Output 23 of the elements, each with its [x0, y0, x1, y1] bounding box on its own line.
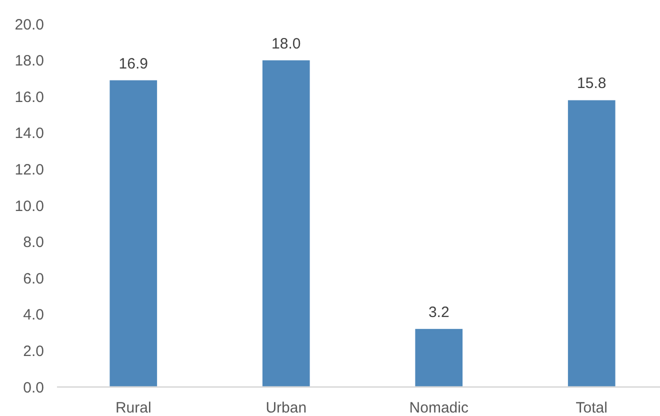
y-tick-label: 10.0	[14, 198, 44, 215]
data-label: 3.2	[428, 304, 450, 321]
bar	[262, 60, 310, 387]
y-tick-label: 16.0	[14, 88, 44, 106]
y-tick-label: 2.0	[23, 342, 44, 360]
y-tick-label: 12.0	[14, 161, 44, 178]
data-label: 15.8	[577, 75, 606, 92]
data-label: 18.0	[272, 35, 301, 52]
bar	[415, 328, 463, 387]
bar	[110, 80, 158, 387]
data-label: 16.9	[118, 55, 148, 72]
y-tick-label: 14.0	[14, 125, 44, 142]
y-tick-label: 0.0	[23, 379, 44, 396]
x-tick-label: Rural	[115, 399, 152, 416]
y-tick-label: 20.0	[14, 16, 44, 34]
y-tick-label: 6.0	[23, 270, 44, 288]
y-tick-label: 4.0	[23, 306, 44, 324]
x-tick-label: Total	[576, 399, 608, 416]
bar	[568, 100, 616, 387]
y-tick-label: 18.0	[14, 52, 44, 70]
x-tick-label: Nomadic	[409, 399, 469, 416]
x-tick-label: Urban	[266, 399, 307, 416]
y-tick-label: 8.0	[23, 234, 44, 252]
